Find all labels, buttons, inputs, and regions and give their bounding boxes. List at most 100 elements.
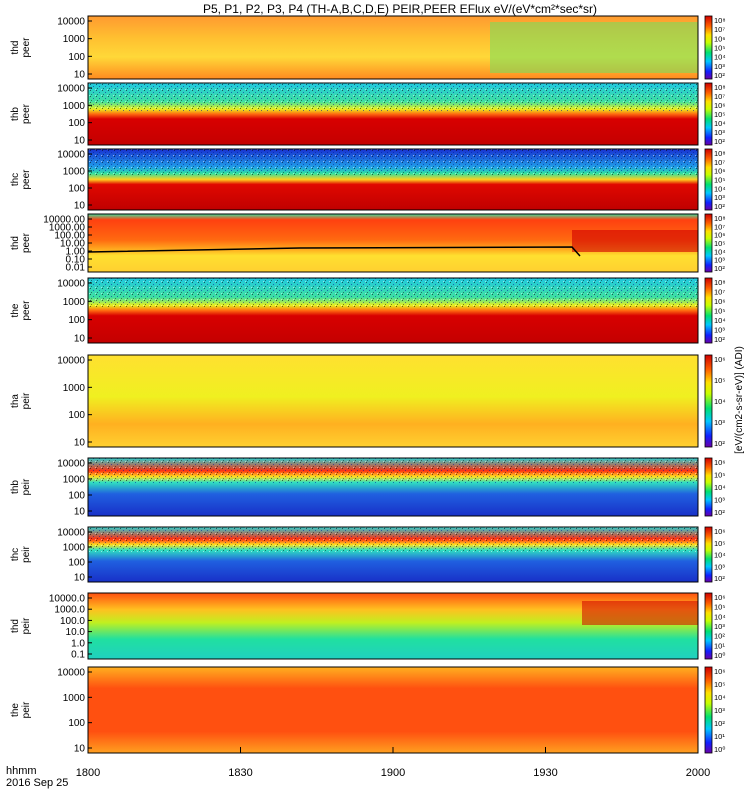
panel-frame: [87, 592, 699, 660]
xtick-label: 1900: [381, 767, 405, 779]
panel-ylabel: thdpeir: [10, 617, 32, 634]
panel-ylabel: thbpeir: [10, 478, 32, 495]
colorbar-tick-label: 10³: [714, 326, 725, 335]
spectrogram-noise: [88, 278, 698, 307]
panel-thb-peir: thbpeir 10000 1000 100 10 10⁶ 10⁵ 10⁴ 10³ 10²: [10, 457, 726, 518]
panel-ylabel: thcpeer: [10, 169, 32, 190]
colorbar-tick-label: 10¹: [714, 732, 725, 741]
colorbar-tick-label: 10⁵: [714, 539, 725, 548]
xtick-label: 1800: [76, 767, 100, 779]
colorbar: [704, 666, 713, 754]
ytick-label: 1000.00: [49, 223, 86, 234]
panel-ylabel: thbpeer: [10, 103, 32, 124]
colorbar: [704, 82, 713, 146]
panel-the-peir: thepeir 10000 1000 100 10 10⁶ 10⁵ 10⁴ 10³ 10² 10¹ 1…: [10, 666, 726, 755]
panel-thd-peir: thdpeir10000.01000.0100.010.01.00.110⁶10…: [10, 592, 726, 661]
ytick-label: 10000: [57, 279, 85, 290]
panel-frame: [87, 354, 699, 448]
spectrogram-noise: [88, 83, 698, 111]
colorbar-tick-label: 10⁷: [714, 288, 725, 297]
colorbar-tick-label: 10⁴: [714, 119, 726, 128]
ytick-label: 1000: [63, 101, 86, 112]
colorbar-tick-label: 10¹: [714, 641, 725, 650]
colorbar-tick-label: 10⁶: [714, 458, 725, 467]
ytick-label: 100: [68, 410, 85, 421]
panel-frame: [87, 148, 699, 211]
colorbar-tick-label: 10²: [714, 264, 725, 273]
colorbar-tick-label: 10⁴: [714, 53, 726, 62]
panel-ylabel: thepeer: [10, 300, 32, 321]
colorbar-tick-label: 10⁸: [714, 16, 726, 25]
colorbar-tick-label: 10⁵: [714, 471, 725, 480]
ytick-label: 10: [74, 334, 86, 345]
time-axis-label-hhmm: hhmm: [6, 765, 37, 777]
spectrogram-image: [88, 667, 698, 753]
colorbar: [704, 15, 713, 80]
panel-thd-peer: thdpeer 10000.001000.00100.0010.001.000.1…: [10, 213, 726, 274]
ytick-label: 1000.0: [54, 605, 85, 616]
spectrogram-image: [88, 355, 698, 447]
ytick-label: 10000: [57, 17, 85, 28]
colorbar-tick-label: 10⁷: [714, 25, 725, 34]
colorbar-tick-label: 10⁴: [714, 693, 726, 702]
colorbar: [704, 526, 713, 583]
colorbar-tick-label: 10³: [714, 496, 725, 505]
colorbar-tick-label: 10⁶: [714, 231, 725, 240]
colorbar-tick-label: 10³: [714, 62, 725, 71]
colorbar-tick-label: 10⁰: [714, 651, 725, 660]
colorbar: [704, 592, 713, 660]
ytick-label: 0.10: [66, 255, 86, 266]
colorbar-tick-label: 10⁶: [714, 593, 725, 602]
panel-frame: [87, 457, 699, 517]
colorbar-tick-label: 10³: [714, 193, 725, 202]
colorbar-tick-label: 10⁷: [714, 222, 725, 231]
ytick-label: 10000.00: [43, 215, 85, 226]
xtick-label: 1930: [533, 767, 557, 779]
colorbar-tick-label: 10⁴: [714, 612, 726, 621]
panel-thb-peer: thbpeer 10000 1000 100 10 10⁸10⁷10⁶10⁵10⁴10³1…: [10, 82, 726, 147]
colorbar-tick-label: 10⁰: [714, 745, 725, 754]
figure-title: P5, P1, P2, P3, P4 (TH-A,B,C,D,E) PEIR,P…: [203, 2, 597, 16]
colorbar-tick-label: 10⁴: [714, 247, 726, 256]
colorbar-tick-label: 10⁵: [714, 110, 725, 119]
ytick-label: 10.0: [66, 627, 86, 638]
xtick-label: 1830: [228, 767, 252, 779]
spacecraft-potential-line: [87, 246, 581, 257]
colorbar-unit-label: [eV/(cm2-s-sr-eV)] (ADI): [734, 346, 745, 454]
xtick-label: 2000: [686, 767, 710, 779]
panel-frame: [87, 526, 699, 583]
ytick-label: 10000: [57, 528, 85, 539]
ytick-label: 100: [68, 118, 85, 129]
ytick-label: 10: [74, 201, 86, 212]
ytick-label: 1000: [63, 383, 86, 394]
colorbar-tick-label: 10⁶: [714, 527, 725, 536]
ytick-label: 100: [68, 184, 85, 195]
colorbar-tick-label: 10³: [714, 562, 725, 571]
colorbar-tick-label: 10²: [714, 71, 725, 80]
ytick-label: 10.00: [60, 239, 85, 250]
colorbar-tick-label: 10²: [714, 202, 725, 211]
panel-ylabel: thdpeer: [10, 232, 32, 253]
colorbar-tick-label: 10⁸: [714, 149, 726, 158]
colorbar-tick-label: 10⁴: [714, 397, 726, 406]
colorbar: [704, 354, 713, 448]
ytick-label: 1000: [63, 297, 86, 308]
colorbar-tick-label: 10⁸: [714, 83, 726, 92]
ytick-label: 100.00: [54, 231, 85, 242]
colorbar-tick-label: 10⁶: [714, 355, 725, 364]
colorbar-tick-label: 10³: [714, 706, 725, 715]
colorbar-tick-label: 10⁴: [714, 483, 726, 492]
ytick-label: 10: [74, 744, 86, 755]
time-axis: 1800 1830 1900 1930 2000: [76, 747, 710, 779]
colorbar-tick-label: 10⁵: [714, 239, 725, 248]
colorbar-tick-label: 10⁶: [714, 297, 725, 306]
colorbar-tick-label: 10⁸: [714, 278, 726, 287]
ytick-label: 100: [68, 491, 85, 502]
ytick-label: 0.1: [71, 650, 85, 661]
panel-frame: [87, 15, 699, 80]
panel-thd-peer: thdpeer 10000 1000 100 10 10⁸10⁷10⁶10⁵10⁴10³1…: [10, 15, 726, 81]
ytick-label: 1.0: [71, 638, 85, 649]
colorbar-tick-label: 10²: [714, 574, 725, 583]
colorbar-tick-label: 10⁴: [714, 551, 726, 560]
colorbar-tick-label: 10⁴: [714, 316, 726, 325]
